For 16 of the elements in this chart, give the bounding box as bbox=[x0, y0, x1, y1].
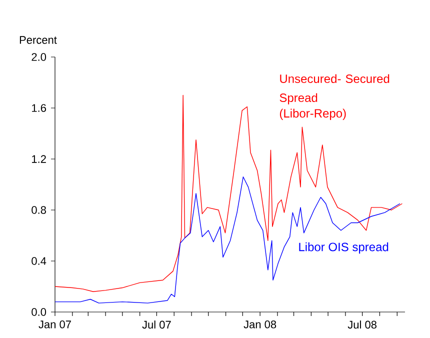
x-tick-label: Jul 07 bbox=[142, 320, 171, 329]
y-tick-label: 0.0 bbox=[32, 308, 46, 316]
x-tick-label: Jul 08 bbox=[348, 320, 376, 329]
y-tick-label: 1.2 bbox=[32, 155, 46, 163]
y-tick-label: 1.6 bbox=[32, 104, 46, 112]
text: Unsecured- Secured Spread bbox=[280, 74, 390, 104]
line-series bbox=[54, 94, 403, 292]
x-tick-label: Jan 08 bbox=[244, 320, 276, 328]
y-tick-label: 0.8 bbox=[32, 206, 46, 214]
x-tick-label: Jan 07 bbox=[38, 320, 71, 328]
series-label: Libor OIS spread bbox=[299, 242, 388, 254]
line-series bbox=[54, 176, 400, 304]
annotation: (Libor-Repo) bbox=[280, 108, 346, 120]
y-tick-label: 2.0 bbox=[32, 53, 46, 61]
y-axis-title: Percent bbox=[20, 36, 57, 44]
y-tick-label: 0.4 bbox=[32, 257, 46, 265]
